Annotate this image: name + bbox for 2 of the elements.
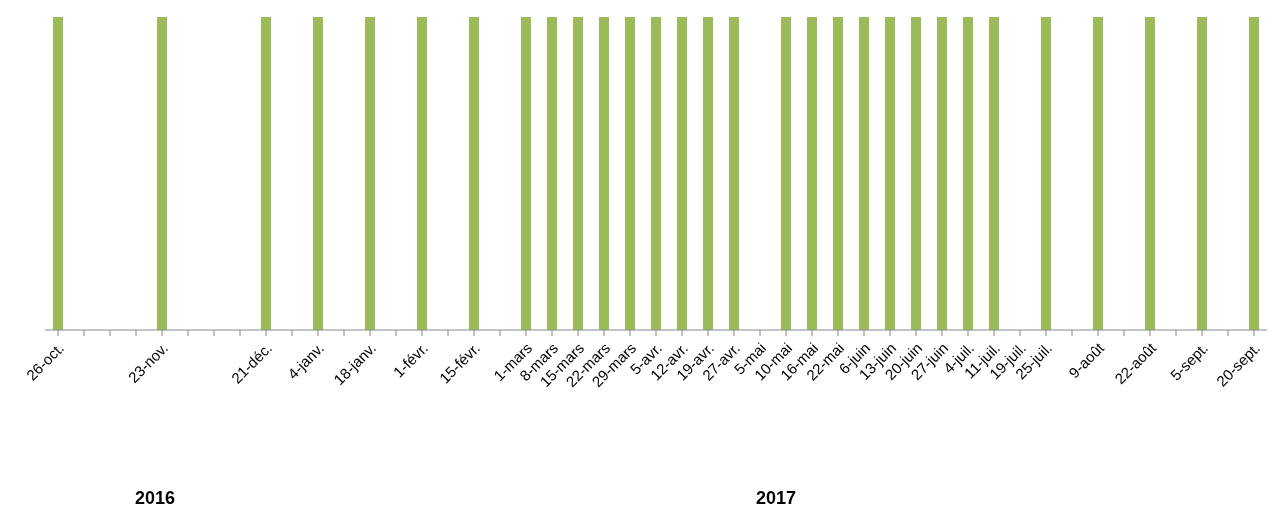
- text: 2016: [134, 488, 176, 509]
- text: 2017: [755, 488, 797, 509]
